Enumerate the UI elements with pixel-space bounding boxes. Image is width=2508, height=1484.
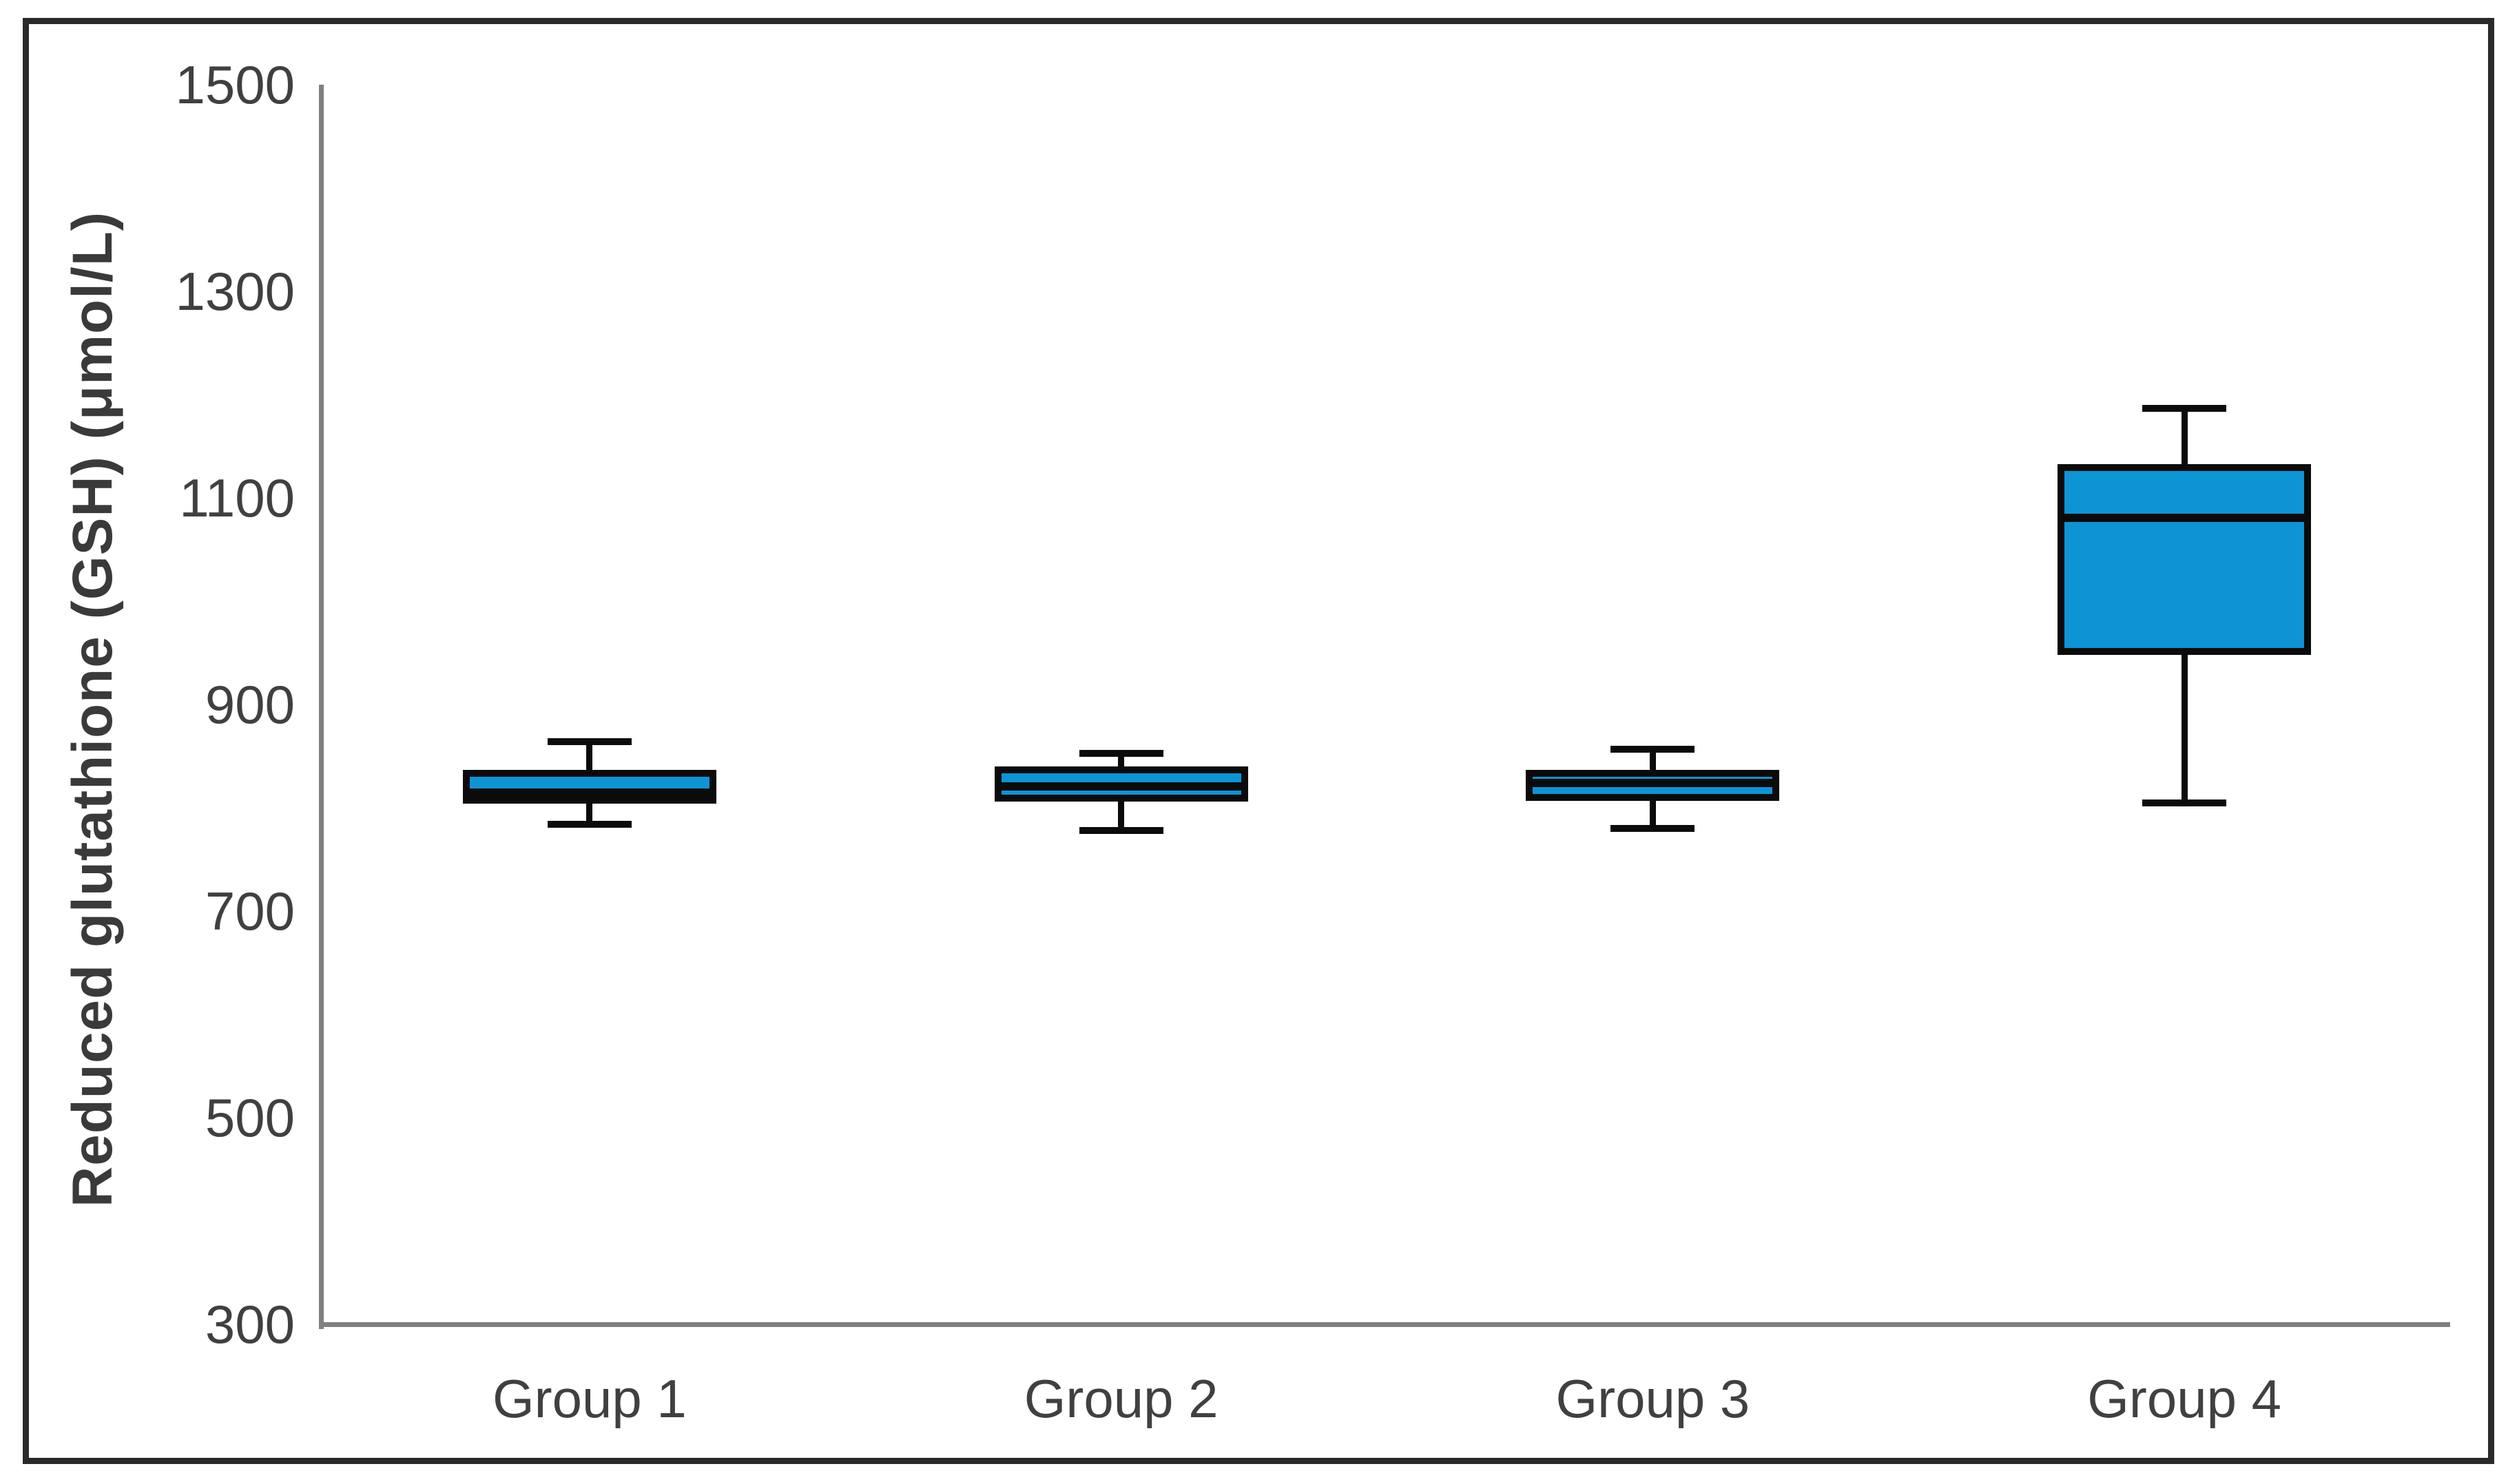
median-line-group-3 <box>1526 779 1780 787</box>
lower-whisker-group-3 <box>1649 800 1656 828</box>
upper-whisker-group-1 <box>586 742 593 770</box>
y-tick-label-300: 300 <box>205 1294 295 1355</box>
upper-whisker-group-4 <box>2181 408 2188 464</box>
x-axis-line <box>319 1322 2450 1327</box>
median-line-group-4 <box>2058 513 2312 522</box>
box-group-1 <box>462 769 716 804</box>
x-label-group-4: Group 4 <box>2087 1368 2282 1429</box>
upper-whisker-cap-group-3 <box>1610 745 1695 753</box>
lower-whisker-group-1 <box>586 804 593 824</box>
y-tick-label-500: 500 <box>205 1087 295 1148</box>
median-line-group-2 <box>994 782 1248 791</box>
y-axis-line <box>319 85 324 1329</box>
upper-whisker-cap-group-1 <box>547 738 632 745</box>
y-tick-label-1100: 1100 <box>179 468 295 528</box>
lower-whisker-cap-group-4 <box>2142 799 2227 806</box>
upper-whisker-cap-group-4 <box>2142 404 2227 412</box>
x-label-group-3: Group 3 <box>1555 1368 1750 1429</box>
lower-whisker-cap-group-2 <box>1079 827 1163 834</box>
y-tick-label-900: 900 <box>205 674 295 735</box>
figure-frame <box>23 18 2494 1464</box>
y-tick-label-1300: 1300 <box>175 261 295 322</box>
lower-whisker-cap-group-3 <box>1610 825 1695 832</box>
box-group-4 <box>2058 463 2312 655</box>
upper-whisker-cap-group-2 <box>1079 749 1163 757</box>
x-label-group-1: Group 1 <box>492 1368 687 1429</box>
y-tick-label-1500: 1500 <box>175 54 295 115</box>
lower-whisker-group-2 <box>1118 802 1125 830</box>
x-label-group-2: Group 2 <box>1024 1368 1219 1429</box>
upper-whisker-group-3 <box>1649 749 1656 770</box>
median-line-group-1 <box>462 788 716 797</box>
lower-whisker-group-4 <box>2181 655 2188 803</box>
lower-whisker-cap-group-1 <box>547 821 632 828</box>
upper-whisker-group-2 <box>1118 753 1125 766</box>
y-tick-label-700: 700 <box>205 881 295 941</box>
